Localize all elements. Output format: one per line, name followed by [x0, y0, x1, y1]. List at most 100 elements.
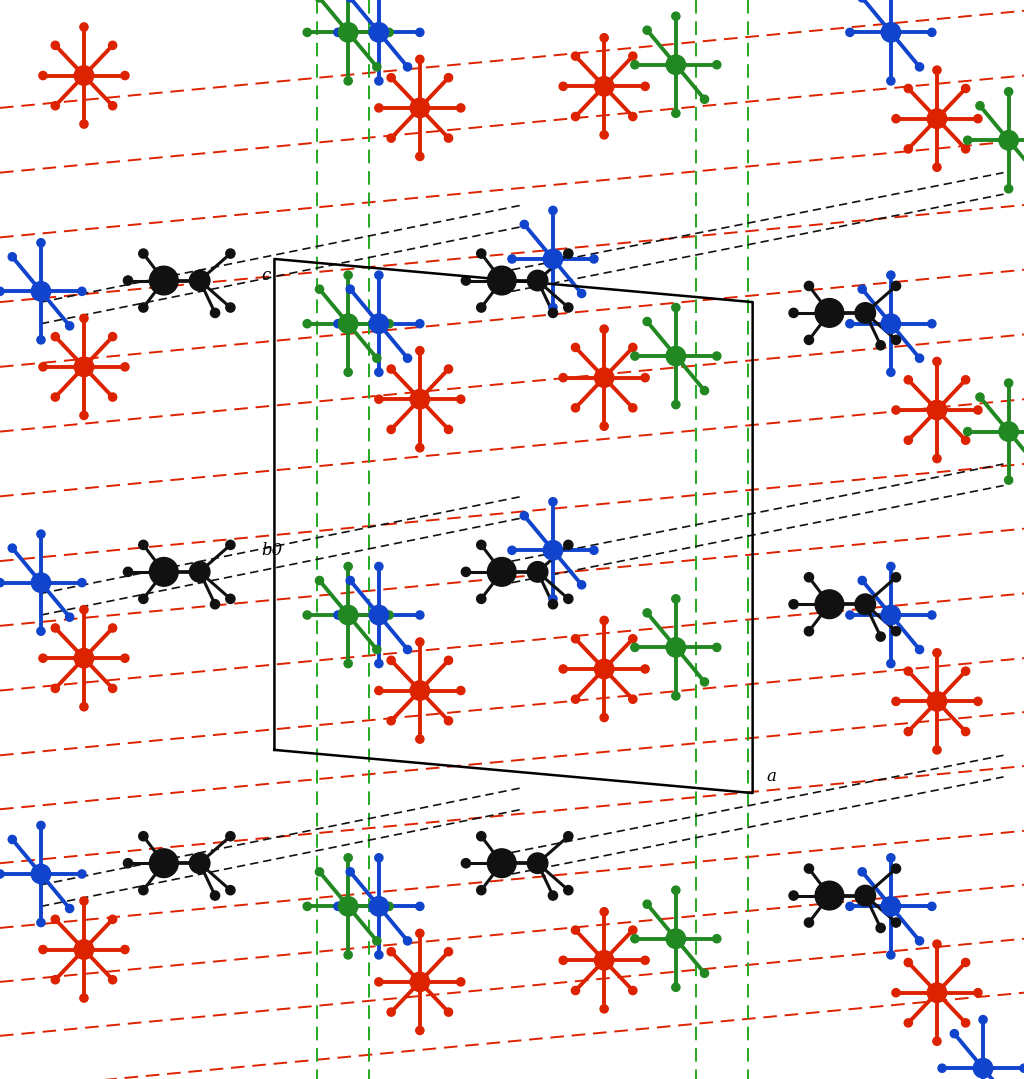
Circle shape — [416, 929, 424, 938]
Circle shape — [109, 684, 117, 693]
Circle shape — [375, 686, 383, 695]
Circle shape — [974, 406, 982, 414]
Circle shape — [487, 849, 516, 877]
Circle shape — [375, 77, 383, 85]
Circle shape — [571, 343, 580, 352]
Circle shape — [974, 114, 982, 123]
Circle shape — [51, 332, 59, 341]
Circle shape — [373, 63, 381, 71]
Circle shape — [344, 659, 352, 668]
Circle shape — [928, 28, 936, 37]
Circle shape — [387, 947, 395, 956]
Circle shape — [487, 267, 516, 295]
Circle shape — [962, 436, 970, 445]
Circle shape — [315, 576, 324, 585]
Circle shape — [1005, 87, 1013, 96]
Circle shape — [892, 114, 900, 123]
Circle shape — [950, 1029, 958, 1038]
Circle shape — [139, 832, 148, 841]
Circle shape — [891, 336, 901, 344]
Circle shape — [51, 41, 59, 50]
Circle shape — [8, 252, 16, 261]
Circle shape — [790, 891, 799, 900]
Circle shape — [887, 562, 895, 571]
Circle shape — [109, 101, 117, 110]
Circle shape — [962, 958, 970, 967]
Circle shape — [887, 853, 895, 862]
Circle shape — [373, 354, 381, 363]
Circle shape — [66, 322, 74, 330]
Circle shape — [8, 835, 16, 844]
Circle shape — [39, 71, 47, 80]
Circle shape — [369, 314, 389, 333]
Circle shape — [150, 558, 178, 586]
Circle shape — [303, 902, 311, 911]
Circle shape — [66, 904, 74, 913]
Circle shape — [600, 1005, 608, 1013]
Circle shape — [600, 33, 608, 42]
Circle shape — [549, 595, 557, 603]
Circle shape — [476, 595, 485, 603]
Circle shape — [641, 373, 649, 382]
Circle shape — [416, 443, 424, 452]
Circle shape — [403, 645, 412, 654]
Circle shape — [933, 746, 941, 754]
Circle shape — [375, 659, 383, 668]
Circle shape — [461, 276, 470, 285]
Circle shape — [571, 52, 580, 60]
Circle shape — [672, 400, 680, 409]
Circle shape — [629, 343, 637, 352]
Circle shape — [109, 393, 117, 401]
Circle shape — [444, 73, 453, 82]
Circle shape — [672, 303, 680, 312]
Circle shape — [211, 600, 220, 609]
Circle shape — [375, 395, 383, 404]
Circle shape — [373, 937, 381, 945]
Circle shape — [315, 0, 324, 2]
Circle shape — [123, 568, 133, 576]
Circle shape — [51, 393, 59, 401]
Circle shape — [887, 368, 895, 377]
Circle shape — [109, 332, 117, 341]
Circle shape — [527, 562, 548, 582]
Circle shape — [571, 404, 580, 412]
Circle shape — [211, 309, 220, 317]
Circle shape — [416, 735, 424, 743]
Circle shape — [892, 697, 900, 706]
Circle shape — [150, 267, 178, 295]
Circle shape — [51, 624, 59, 632]
Circle shape — [846, 902, 854, 911]
Circle shape — [578, 289, 586, 298]
Circle shape — [109, 975, 117, 984]
Circle shape — [855, 886, 876, 905]
Circle shape — [139, 886, 148, 894]
Circle shape — [385, 28, 393, 37]
Circle shape — [80, 314, 88, 323]
Circle shape — [80, 120, 88, 128]
Circle shape — [37, 336, 45, 344]
Circle shape — [713, 60, 721, 69]
Circle shape — [672, 595, 680, 603]
Circle shape — [915, 354, 924, 363]
Circle shape — [927, 400, 946, 420]
Circle shape — [225, 303, 236, 312]
Circle shape — [887, 951, 895, 959]
Circle shape — [344, 562, 352, 571]
Circle shape — [805, 282, 813, 290]
Circle shape — [51, 101, 59, 110]
Circle shape — [805, 864, 813, 873]
Circle shape — [549, 303, 557, 312]
Circle shape — [846, 319, 854, 328]
Circle shape — [549, 600, 557, 609]
Circle shape — [564, 832, 573, 841]
Circle shape — [346, 868, 354, 876]
Circle shape — [344, 271, 352, 279]
Circle shape — [385, 902, 393, 911]
Circle shape — [0, 578, 4, 587]
Circle shape — [999, 131, 1018, 150]
Circle shape — [549, 497, 557, 506]
Circle shape — [600, 713, 608, 722]
Circle shape — [667, 55, 686, 74]
Circle shape — [527, 271, 548, 290]
Circle shape — [904, 84, 912, 93]
